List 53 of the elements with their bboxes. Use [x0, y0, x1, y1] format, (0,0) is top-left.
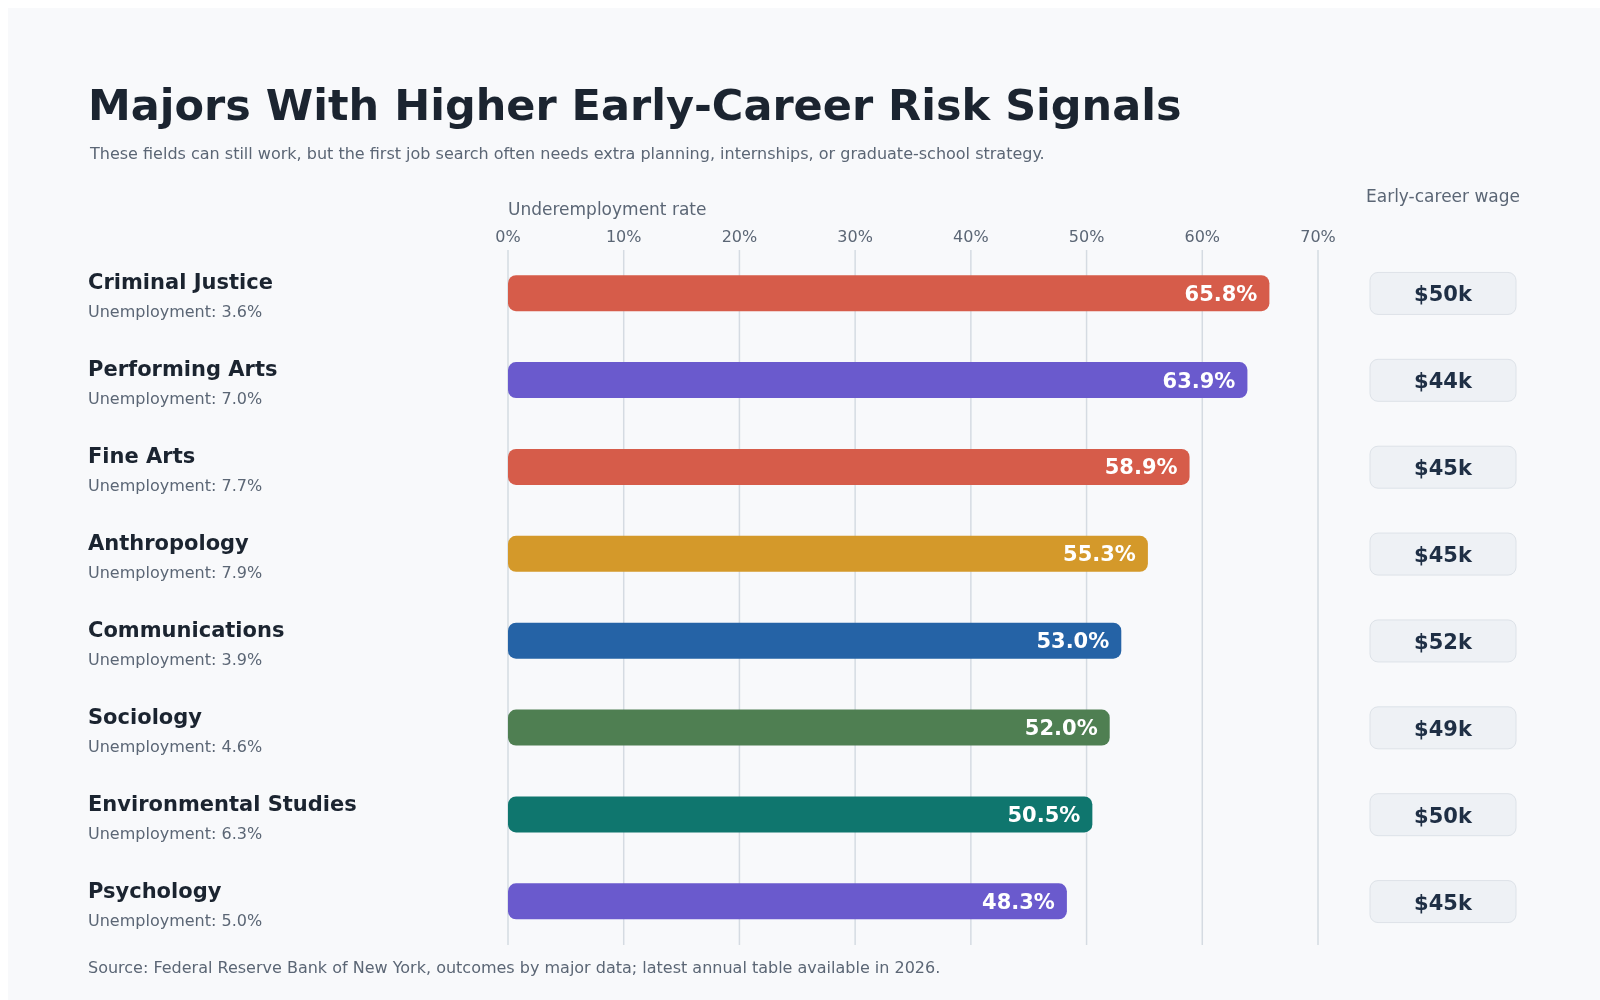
data-label: 65.8%: [1184, 281, 1258, 306]
text: Early-career wage: [1365, 186, 1521, 206]
wage-cell: $50k: [1369, 793, 1517, 837]
text: Unemployment: 6.3%: [88, 823, 263, 843]
x-tick-label: 70%: [1300, 227, 1336, 246]
x-tick-label: 60%: [1184, 227, 1221, 246]
text: Unemployment: 3.9%: [88, 649, 263, 669]
data-label: 52.0%: [1024, 716, 1098, 741]
bar: [508, 362, 1248, 399]
x-tick-label: 10%: [605, 227, 642, 246]
y-tick-label: Communications: [88, 617, 285, 642]
x-tick-label: 40%: [953, 227, 989, 246]
wage-cell: $44k: [1369, 358, 1517, 402]
text: Unemployment: 3.6%: [88, 302, 263, 322]
bar: [508, 709, 1110, 746]
data-label: 63.9%: [1162, 368, 1236, 393]
bar: [508, 883, 1067, 920]
x-axis-title: Underemployment rate: [508, 199, 707, 219]
bar: [508, 796, 1093, 833]
x-tick-label: 0%: [495, 227, 521, 246]
bar: [508, 275, 1270, 312]
text: Unemployment: 4.6%: [88, 736, 263, 756]
y-tick-label: Anthropology: [88, 531, 250, 556]
y-tick-label: Performing Arts: [88, 357, 278, 382]
chart-subtitle: These fields can still work, but the first job search often needs extra planning, internships, or graduate-school strategy.: [90, 144, 1045, 163]
bar: [508, 448, 1190, 485]
bar: [508, 535, 1148, 572]
wage-cell: $49k: [1369, 706, 1517, 750]
data-label: 48.3%: [982, 889, 1055, 914]
wage-cell: $45k: [1369, 532, 1517, 576]
text: Unemployment: 7.9%: [88, 563, 263, 583]
y-tick-label: Criminal Justice: [88, 270, 273, 295]
data-label: 55.3%: [1063, 542, 1136, 567]
wage-cell: $45k: [1369, 445, 1517, 489]
x-tick-label: 30%: [837, 227, 873, 246]
data-label: 58.9%: [1104, 455, 1178, 480]
y-tick-label: Sociology: [88, 704, 203, 729]
data-label: 50.5%: [1007, 802, 1081, 827]
source-note: Source: Federal Reserve Bank of New York, outcomes by major data; latest annual table available in 2026.: [88, 958, 941, 977]
y-tick-label: Environmental Studies: [88, 791, 357, 816]
text: Unemployment: 7.0%: [88, 389, 263, 409]
chart-title: Majors With Higher Early-Career Risk Signals: [88, 80, 1182, 130]
y-tick-label: Psychology: [88, 878, 222, 903]
y-tick-label: Fine Arts: [88, 444, 196, 469]
x-tick-label: 20%: [721, 227, 758, 246]
text: Unemployment: 7.7%: [88, 476, 263, 496]
text: Unemployment: 5.0%: [88, 910, 263, 930]
x-tick-label: 50%: [1068, 227, 1105, 246]
wage-cell: $50k: [1369, 271, 1517, 315]
wage-cell: $45k: [1369, 880, 1517, 924]
data-label: 53.0%: [1036, 629, 1110, 654]
bar: [508, 622, 1122, 659]
wage-cell: $52k: [1369, 619, 1517, 663]
